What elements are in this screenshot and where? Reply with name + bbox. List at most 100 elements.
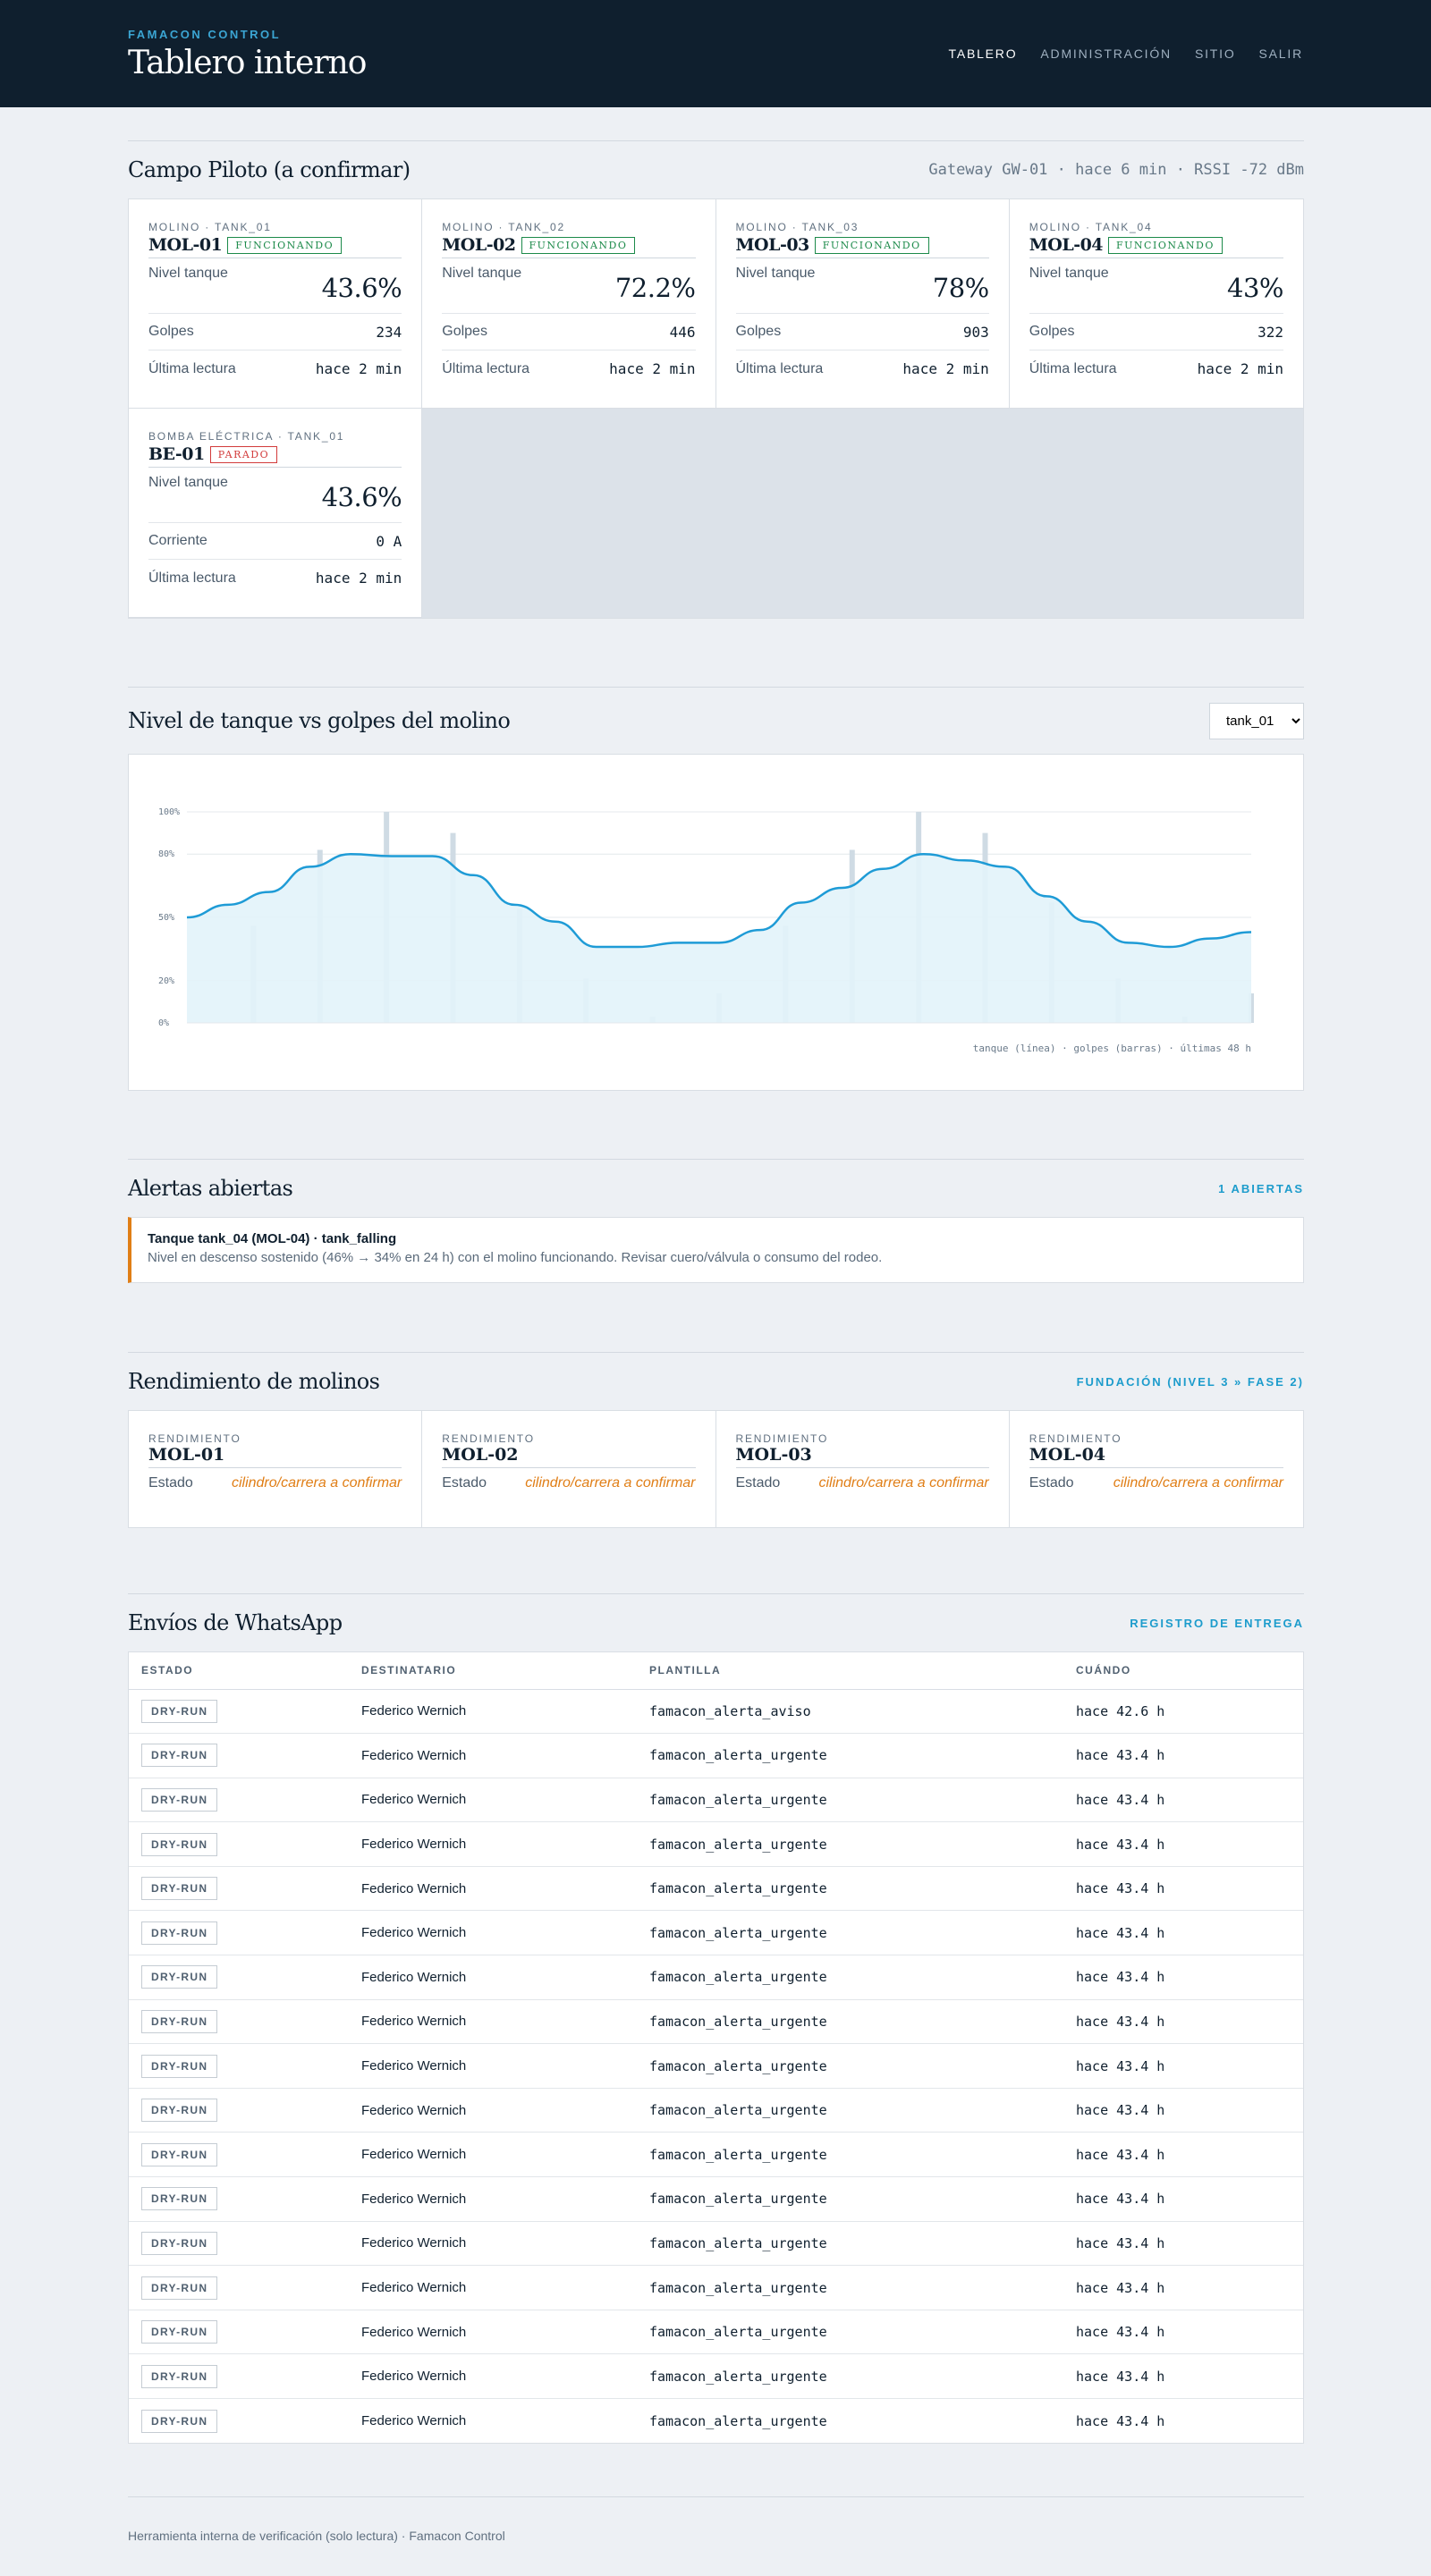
table-row: DRY-RUN Federico Wernich famacon_alerta_… [129,1821,1303,1867]
metric-label: Golpes [148,324,194,339]
status-badge: DRY-RUN [141,2142,218,2166]
template-cell: famacon_alerta_urgente [637,1778,1063,1823]
template-cell: famacon_alerta_urgente [637,2043,1063,2089]
whatsapp-table-panel: ESTADO DESTINATARIO PLANTILLA CUÁNDO DRY… [128,1651,1304,2445]
table-row: DRY-RUN Federico Wernich famacon_alerta_… [129,2399,1303,2444]
performance-card: RENDIMIENTO MOL-03 Estado cilindro/carrer… [716,1411,1010,1527]
level-value: 43% [1227,273,1283,303]
alerts-count[interactable]: 1 ABIERTAS [1218,1181,1304,1195]
y-tick-label: 50% [158,913,174,923]
status-badge: DRY-RUN [141,2187,218,2211]
status-badge: DRY-RUN [141,2276,218,2300]
alert-title: Tanque tank_04 (MOL-04) · tank_falling [148,1231,397,1246]
page-title: Tablero interno [128,45,367,81]
when-cell: hace 43.4 h [1063,1910,1303,1956]
performance-value: cilindro/carrera a confirmar [231,1475,402,1491]
level-label: Nivel tanque [735,266,816,281]
when-cell: hace 43.4 h [1063,2176,1303,2222]
divider [128,1352,1304,1353]
performance-value: cilindro/carrera a confirmar [818,1475,989,1491]
when-cell: hace 43.4 h [1063,2265,1303,2310]
device-kind: MOLINO · TANK_02 [442,221,565,233]
level-label: Nivel tanque [148,266,228,281]
status-badge: DRY-RUN [141,2320,218,2344]
performance-label: Estado [148,1475,193,1491]
nav-sitio[interactable]: SITIO [1194,46,1236,61]
device-card[interactable]: MOLINO · TANK_04 MOL-04 FUNCIONANDO Nive… [1009,199,1303,409]
level-value: 43.6% [321,482,402,512]
y-tick-label: 80% [158,849,174,859]
metric-value: 322 [1257,323,1283,341]
recipient-cell: Federico Wernich [349,2043,637,2089]
alert-item[interactable]: Tanque tank_04 (MOL-04) · tank_falling N… [128,1217,1304,1283]
recipient-cell: Federico Wernich [361,2413,467,2429]
table-row: DRY-RUN Federico Wernich famacon_alerta_… [129,2353,1303,2399]
when-cell: hace 43.4 h [1063,1733,1303,1778]
device-card[interactable]: MOLINO · TANK_01 MOL-01 FUNCIONANDO Nive… [129,199,423,409]
performance-title: Rendimiento de molinos [128,1369,380,1394]
y-tick-label: 100% [158,807,180,817]
when-cell: hace 43.4 h [1063,1866,1303,1912]
level-value: 43.6% [321,273,402,303]
level-label: Nivel tanque [442,266,522,281]
last-reading-label: Última lectura [1029,360,1117,376]
template-cell: famacon_alerta_urgente [637,1866,1063,1912]
recipient-cell: Federico Wernich [349,1955,637,2000]
chart-panel: 100% 80% 50% 20% 0% tanque (línea) · golpes (… [128,754,1304,1091]
status-badge: DRY-RUN [141,1787,218,1812]
footer-text: Herramienta interna de verificación (sol… [128,2529,505,2543]
device-card[interactable]: MOLINO · TANK_02 MOL-02 FUNCIONANDO Nive… [422,199,716,409]
performance-link[interactable]: FUNDACIÓN (NIVEL 3 » FASE 2) [1076,1374,1304,1389]
when-cell: hace 43.4 h [1063,2221,1303,2267]
top-bar: FAMACON CONTROL Tablero interno TABLERO … [0,0,1431,107]
performance-name: MOL-01 [148,1445,402,1468]
last-reading-value: hace 2 min [609,360,696,377]
device-kind: MOLINO · TANK_01 [148,221,272,233]
when-cell: hace 43.4 h [1063,1821,1303,1867]
device-name: MOL-03 [735,235,810,255]
level-value: 72.2% [614,273,696,303]
chart-title: Nivel de tanque vs golpes del molino [128,708,511,733]
table-row: DRY-RUN Federico Wernich famacon_alerta_… [129,2132,1303,2178]
col-cuando: CUÁNDO [1063,1652,1303,1690]
template-cell: famacon_alerta_urgente [637,2088,1063,2133]
performance-kind: RENDIMIENTO [442,1432,535,1445]
brand-label: FAMACON CONTROL [128,28,282,41]
nav-salir[interactable]: SALIR [1258,46,1303,61]
nav-administracion[interactable]: ADMINISTRACIÓN [1040,46,1172,61]
metric-label: Golpes [1029,324,1075,339]
whatsapp-link[interactable]: REGISTRO DE ENTREGA [1130,1616,1304,1630]
performance-kind: RENDIMIENTO [735,1432,829,1445]
last-reading-value: hace 2 min [1197,360,1283,377]
device-card[interactable]: MOLINO · TANK_03 MOL-03 FUNCIONANDO Nive… [716,199,1010,409]
status-badge: DRY-RUN [141,1832,218,1856]
status-badge: FUNCIONANDO [227,236,343,254]
device-name: BE-01 [148,444,205,464]
table-row: DRY-RUN Federico Wernich famacon_alerta_… [129,1778,1303,1823]
last-reading-value: hace 2 min [902,360,989,377]
col-estado: ESTADO [129,1652,349,1690]
status-badge: DRY-RUN [141,2231,218,2255]
table-row: DRY-RUN Federico Wernich famacon_alerta_… [129,2310,1303,2355]
divider [128,687,1304,688]
status-badge: FUNCIONANDO [814,236,929,254]
last-reading-label: Última lectura [735,360,824,376]
nav-tablero[interactable]: TABLERO [948,46,1018,61]
performance-kind: RENDIMIENTO [148,1432,241,1445]
template-cell: famacon_alerta_urgente [637,2221,1063,2267]
template-cell: famacon_alerta_urgente [637,2310,1063,2355]
template-cell: famacon_alerta_urgente [649,2412,827,2429]
metric-value: 903 [962,323,989,341]
last-reading-label: Última lectura [442,360,530,376]
recipient-cell: Federico Wernich [349,2353,637,2399]
tank-select[interactable]: tank_01 [1209,702,1304,739]
metric-label: Golpes [735,324,782,339]
divider [128,2496,1304,2497]
performance-section: Rendimiento de molinos FUNDACIÓN (NIVEL … [128,1352,1304,1528]
performance-name: MOL-04 [1029,1445,1283,1468]
when-cell: hace 42.6 h [1063,1689,1303,1735]
when-cell: hace 43.4 h [1063,1778,1303,1823]
recipient-cell: Federico Wernich [349,2088,637,2133]
whatsapp-section: Envíos de WhatsApp REGISTRO DE ENTREGA E… [128,1593,1304,2445]
device-card[interactable]: BOMBA ELÉCTRICA · TANK_01 BE-01 PARADO N… [129,409,423,618]
